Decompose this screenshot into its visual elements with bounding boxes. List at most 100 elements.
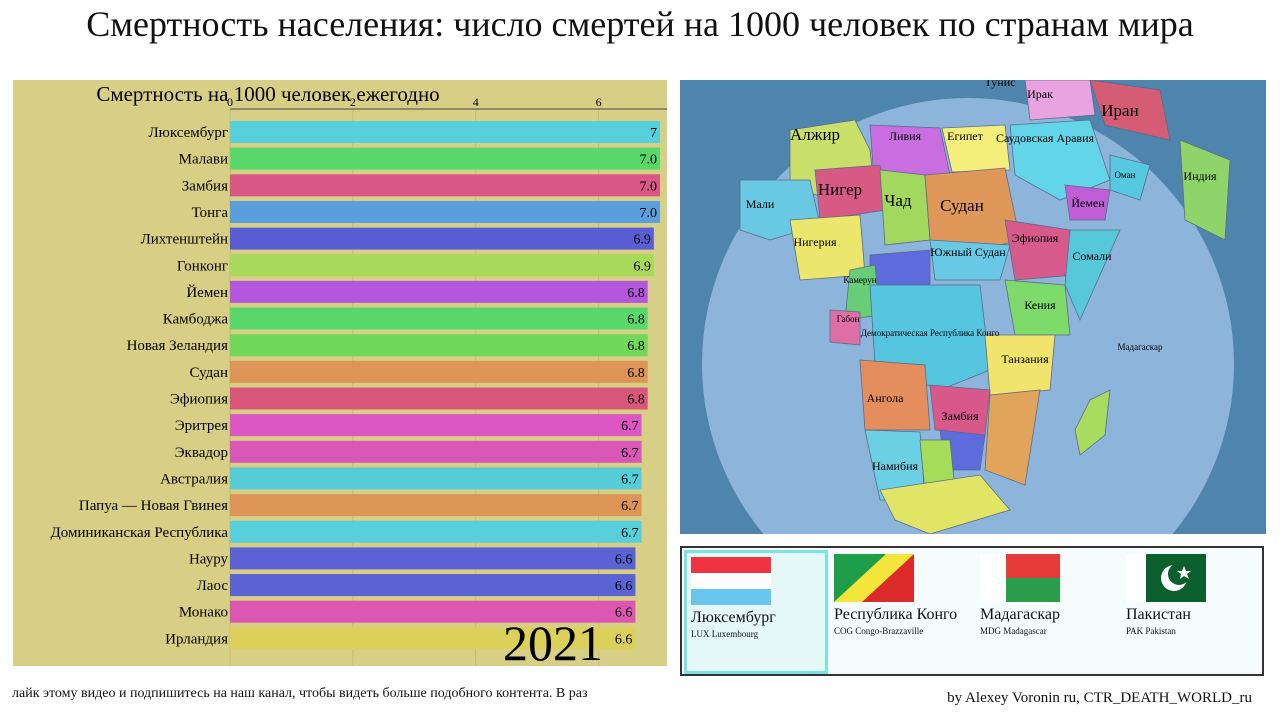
- value-label: 6.8: [627, 339, 645, 354]
- country-egypt: [941, 124, 1011, 173]
- value-label: 6.8: [627, 366, 645, 381]
- map-country-label: Ливия: [889, 129, 922, 143]
- congo-flag: [834, 554, 914, 602]
- map-country-label: Замбия: [942, 409, 979, 423]
- madagascar-flag: [980, 554, 1060, 602]
- map-country-label: Йемен: [1071, 196, 1105, 210]
- map-country-label: Тунис: [985, 80, 1016, 89]
- country-ethiopia: [1004, 219, 1076, 281]
- category-label: Замбия: [182, 178, 228, 194]
- country-tanzania: [984, 334, 1056, 396]
- bar: [230, 600, 636, 623]
- africa-globe: Тунис Ирак Иран Алжир Ливия Египет Саудовская …: [702, 80, 1234, 534]
- country-iraq: [1024, 80, 1096, 121]
- card-madagascar[interactable]: Мадагаскар MDG Madagascar: [976, 550, 1120, 674]
- card-luxembourg[interactable]: Люксембург LUX Luxembourg: [684, 550, 828, 674]
- category-label: Доминиканская Республика: [51, 525, 229, 541]
- category-labels: Люксембург Малави Замбия Тонга Лихтенштейн Го…: [51, 125, 229, 647]
- category-label: Тонга: [192, 205, 229, 221]
- card-name: Мадагаскар: [980, 606, 1060, 623]
- country-south-sudan: [929, 239, 1011, 281]
- x-tick-label: 6: [596, 95, 602, 109]
- bar: [230, 627, 636, 650]
- category-label: Лаос: [197, 578, 229, 594]
- value-label: 6.6: [615, 632, 633, 647]
- category-label: Лихтенштейн: [141, 232, 228, 248]
- bar: [230, 334, 648, 357]
- x-tick-label: 0: [227, 95, 233, 109]
- value-label: 6.7: [621, 472, 639, 487]
- category-label: Эритрея: [175, 418, 228, 434]
- value-labels: 7 7.0 7.0 7.0 6.9 6.9 6.8 6.8 6.8 6.8 6.8 6.7 6.7 6.7…: [615, 126, 657, 647]
- bar: [230, 547, 636, 570]
- value-label: 6.9: [633, 259, 651, 274]
- map-country-label: Кения: [1024, 298, 1056, 312]
- country-india: [1179, 139, 1231, 241]
- year-label: 2021: [503, 615, 603, 666]
- bar: [230, 520, 642, 543]
- map-country-label: Демократическая Республика Конго: [861, 328, 1000, 338]
- card-name: Республика Конго: [834, 606, 958, 623]
- category-label: Судан: [189, 365, 228, 381]
- x-tick-label: 2: [350, 95, 356, 109]
- country-yemen: [1064, 184, 1111, 221]
- map-country-label: Сомали: [1072, 249, 1112, 263]
- value-label: 6.7: [621, 499, 639, 514]
- bar: [230, 121, 660, 143]
- map-country-label: Индия: [1183, 169, 1217, 183]
- map-country-label: Нигерия: [793, 235, 837, 249]
- bar: [230, 307, 648, 330]
- category-label: Эфиопия: [170, 392, 228, 408]
- bar: [230, 147, 660, 170]
- card-congo[interactable]: Республика Конго COG Congo-Brazzaville: [830, 550, 974, 674]
- value-label: 6.8: [627, 286, 645, 301]
- category-label: Папуа — Новая Гвинея: [79, 498, 228, 514]
- card-code: LUX Luxembourg: [691, 629, 759, 639]
- map-country-label: Ангола: [867, 391, 905, 405]
- value-label: 6.7: [621, 419, 639, 434]
- country-somalia: [1064, 229, 1121, 321]
- card-name: Пакистан: [1126, 606, 1191, 623]
- value-label: 6.8: [627, 313, 645, 328]
- bar: [230, 494, 642, 517]
- bar: [230, 467, 642, 490]
- credit-text: by Alexey Voronin ru, CTR_DEATH_WORLD_ru: [947, 690, 1252, 706]
- value-label: 7.0: [640, 153, 658, 168]
- country-iran: [1089, 80, 1171, 141]
- bar: [230, 414, 642, 437]
- category-label: Новая Зеландия: [127, 338, 229, 354]
- category-label: Камбоджа: [163, 312, 229, 328]
- bar: [230, 387, 648, 410]
- value-label: 7.0: [640, 206, 658, 221]
- map-country-label: Мали: [746, 197, 775, 211]
- country-mozambique: [984, 389, 1041, 486]
- globe-map: Тунис Ирак Иран Алжир Ливия Египет Саудовская …: [680, 80, 1266, 534]
- card-pakistan[interactable]: Пакистан PAK Pakistan: [1122, 550, 1266, 674]
- value-label: 6.6: [615, 552, 633, 567]
- value-label: 6.9: [633, 233, 651, 248]
- map-country-label: Саудовская Аравия: [996, 131, 1095, 145]
- category-label: Науру: [189, 551, 229, 567]
- bar: [230, 254, 654, 277]
- card-code: COG Congo-Brazzaville: [834, 626, 924, 636]
- country-oman: [1109, 154, 1151, 201]
- pakistan-flag: [1126, 554, 1206, 602]
- value-label: 6.7: [621, 526, 639, 541]
- map-country-label: Египет: [947, 129, 983, 143]
- map-country-label: Судан: [940, 196, 984, 215]
- x-tick-label: 4: [473, 95, 479, 109]
- bar: [230, 440, 642, 463]
- country-angola: [859, 359, 931, 431]
- bar: [230, 174, 660, 197]
- map-country-label: Оман: [1115, 170, 1136, 180]
- bar: [230, 200, 660, 223]
- map-country-label: Алжир: [790, 125, 840, 144]
- country-gabon: [829, 309, 861, 346]
- ticker-text: лайк этому видео и подпишитесь на наш ка…: [12, 686, 588, 701]
- page-title: Смертность населения: число смертей на 1…: [86, 4, 1194, 44]
- bars: [230, 121, 660, 650]
- bar: [230, 280, 648, 303]
- category-label: Эквадор: [175, 445, 228, 461]
- category-label: Малави: [179, 152, 228, 168]
- map-country-label: Мадагаскар: [1118, 342, 1163, 352]
